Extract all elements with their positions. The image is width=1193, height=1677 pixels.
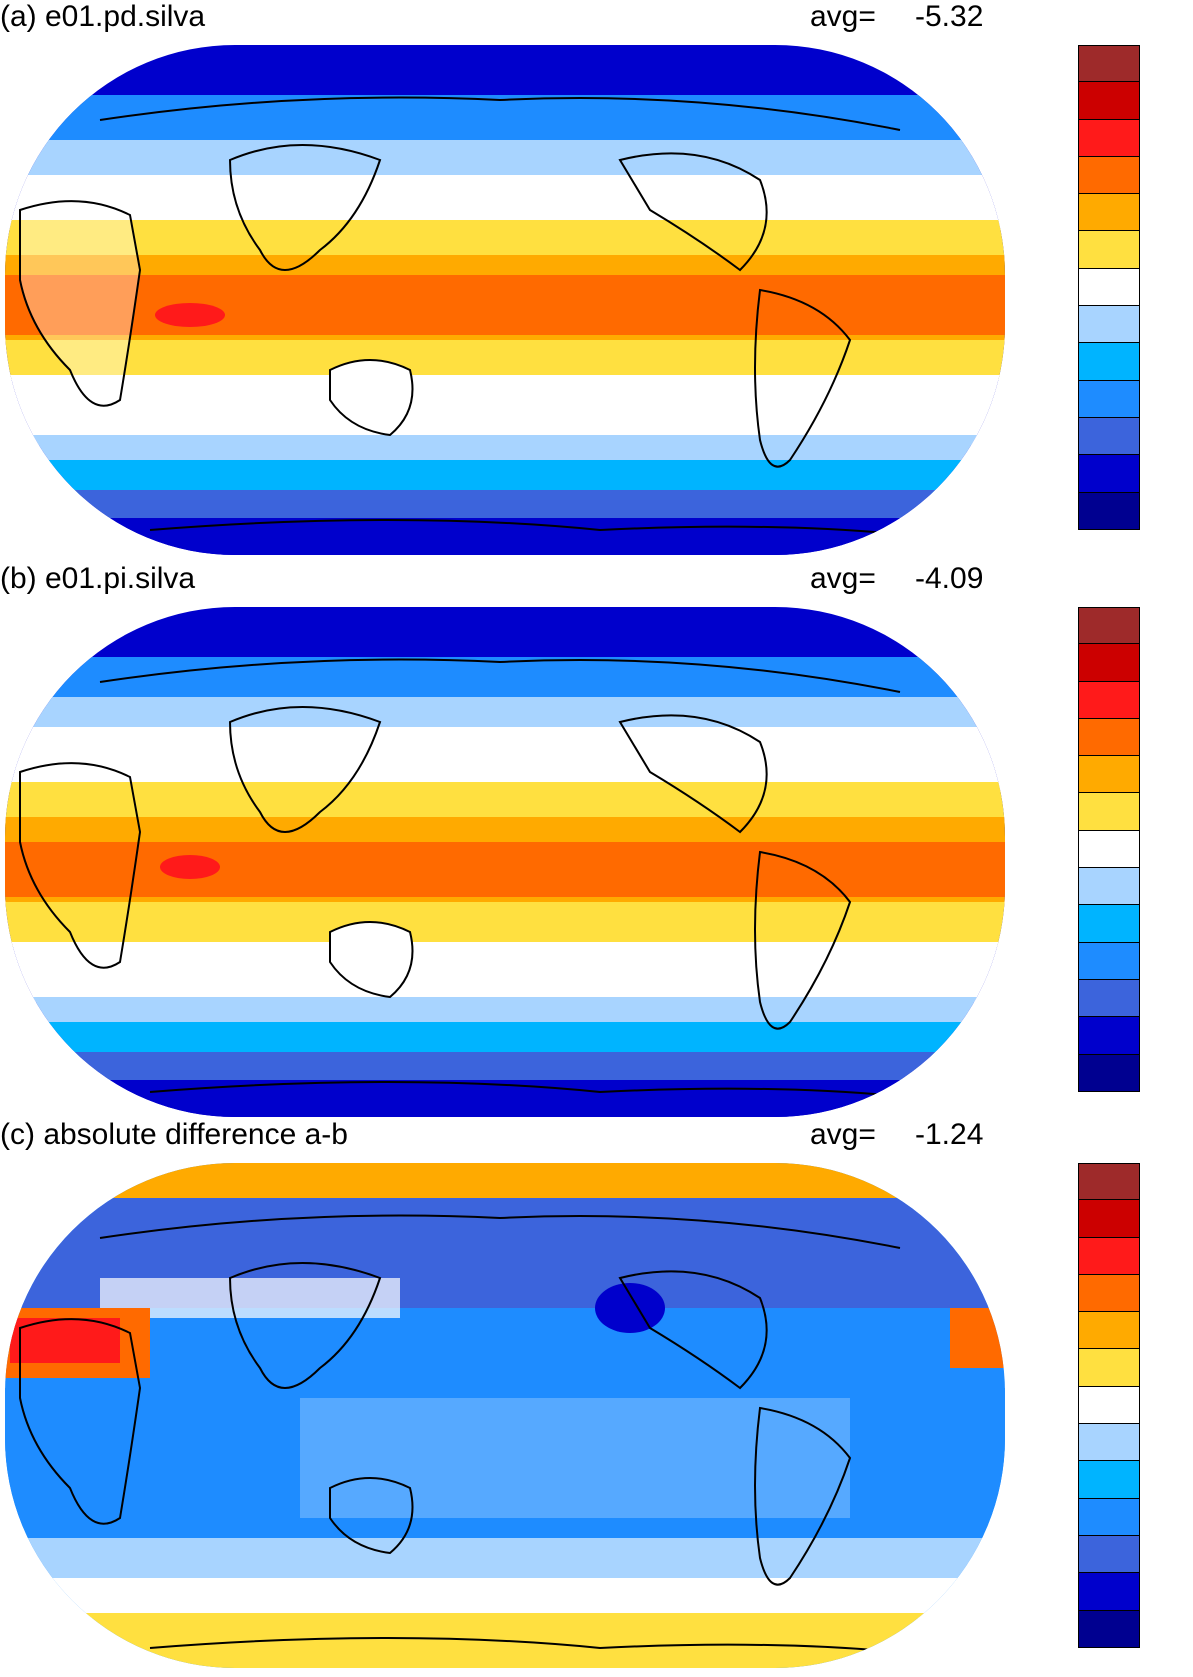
- panel-title: (c) absolute difference a-b: [0, 1118, 348, 1151]
- panel-a: (a) e01.pd.silva avg= -5.32: [0, 0, 1193, 560]
- colorbar-tick-label: -80: [1151, 972, 1193, 989]
- colorbar-swatch: [1078, 343, 1140, 381]
- colorbar-tick-label: 40: [1151, 785, 1193, 802]
- colorbar-swatch: [1078, 455, 1140, 493]
- colorbar-tick-label: 2.5: [1151, 1266, 1193, 1283]
- colorbar-swatch: [1078, 1424, 1140, 1462]
- colorbar-swatch: [1078, 979, 1140, 1018]
- colorbar-tick-label: -100: [1151, 1009, 1193, 1026]
- avg-value: -1.24: [915, 1118, 984, 1151]
- colorbar-tick-label: 80: [1151, 710, 1193, 727]
- colorbar-swatch: [1078, 1610, 1140, 1648]
- colorbar-swatch: [1078, 1461, 1140, 1499]
- colorbar-swatch: [1078, 1237, 1140, 1275]
- colorbar-swatch: [1078, 830, 1140, 869]
- colorbar-swatch: [1078, 644, 1140, 682]
- colorbar-tick-label: -60: [1151, 372, 1193, 389]
- colorbar: [1078, 1163, 1140, 1648]
- avg-value: -4.09: [915, 562, 984, 595]
- colorbar-swatch: [1078, 82, 1140, 120]
- colorbar-swatch: [1078, 793, 1140, 831]
- colorbar-swatch: [1078, 1573, 1140, 1611]
- colorbar-tick-label: 1.25: [1151, 1304, 1193, 1321]
- colorbar-tick-label: 60: [1151, 748, 1193, 765]
- colorbar-tick-label: -80: [1151, 410, 1193, 427]
- colorbar-swatch: [1078, 417, 1140, 456]
- colorbar-swatch: [1078, 681, 1140, 719]
- colorbar-swatch: [1078, 380, 1140, 418]
- colorbar: [1078, 607, 1140, 1092]
- colorbar-tick-label: -2.5: [1151, 1528, 1193, 1545]
- colorbar-swatch: [1078, 45, 1140, 83]
- map-b: [5, 607, 1005, 1117]
- colorbar-swatch: [1078, 942, 1140, 980]
- colorbar-swatch: [1078, 231, 1140, 269]
- colorbar-swatch: [1078, 1017, 1140, 1055]
- map-a: [5, 45, 1005, 555]
- colorbar-swatch: [1078, 868, 1140, 906]
- colorbar-tick-label: -0.5: [1151, 1453, 1193, 1470]
- colorbar-tick-label: 12.5: [1151, 1192, 1193, 1209]
- colorbar-swatch: [1078, 194, 1140, 232]
- panel-title: (b) e01.pi.silva: [0, 562, 196, 595]
- colorbar-swatch: [1078, 1312, 1140, 1350]
- colorbar-tick-label: -1.25: [1151, 1490, 1193, 1507]
- colorbar-tick-label: 120: [1151, 636, 1193, 653]
- colorbar-swatch: [1078, 156, 1140, 195]
- avg-label: avg=: [810, 0, 876, 33]
- colorbar-tick-label: -20: [1151, 860, 1193, 877]
- colorbar-tick-label: -120: [1151, 484, 1193, 501]
- colorbar-swatch: [1078, 306, 1140, 344]
- colorbar-tick-label: 80: [1151, 148, 1193, 165]
- colorbar-swatch: [1078, 1274, 1140, 1313]
- colorbar-swatch: [1078, 1386, 1140, 1425]
- colorbar-swatch: [1078, 1349, 1140, 1387]
- colorbar-swatch: [1078, 492, 1140, 530]
- colorbar-swatch: [1078, 1535, 1140, 1574]
- map-c: [5, 1163, 1005, 1668]
- colorbar-swatch: [1078, 905, 1140, 943]
- colorbar-tick-label: 120: [1151, 74, 1193, 91]
- colorbar-tick-label: 5: [1151, 1229, 1193, 1246]
- colorbar-tick-label: 0.5: [1151, 1341, 1193, 1358]
- colorbar-tick-label: -40: [1151, 335, 1193, 352]
- colorbar-tick-label: 20: [1151, 822, 1193, 839]
- colorbar-swatch: [1078, 607, 1140, 645]
- colorbar-tick-label: 60: [1151, 186, 1193, 203]
- colorbar-tick-label: 100: [1151, 111, 1193, 128]
- colorbar: [1078, 45, 1140, 530]
- colorbar-tick-label: 20: [1151, 260, 1193, 277]
- colorbar-tick-label: -0.25: [1151, 1416, 1193, 1433]
- colorbar-swatch: [1078, 119, 1140, 157]
- colorbar-tick-label: 100: [1151, 673, 1193, 690]
- colorbar-tick-label: -100: [1151, 447, 1193, 464]
- colorbar-tick-label: -40: [1151, 897, 1193, 914]
- colorbar-swatch: [1078, 1054, 1140, 1092]
- colorbar-tick-label: -12.5: [1151, 1602, 1193, 1619]
- colorbar-swatch: [1078, 1200, 1140, 1238]
- colorbar-swatch: [1078, 756, 1140, 794]
- colorbar-swatch: [1078, 268, 1140, 307]
- avg-label: avg=: [810, 562, 876, 595]
- colorbar-tick-label: -5: [1151, 1565, 1193, 1582]
- colorbar-tick-label: -20: [1151, 298, 1193, 315]
- panel-title: (a) e01.pd.silva: [0, 0, 206, 33]
- panel-b: (b) e01.pi.silva avg= -4.09: [0, 562, 1193, 1122]
- colorbar-swatch: [1078, 718, 1140, 757]
- colorbar-swatch: [1078, 1498, 1140, 1536]
- avg-label: avg=: [810, 1118, 876, 1151]
- colorbar-swatch: [1078, 1163, 1140, 1201]
- avg-value: -5.32: [915, 0, 984, 33]
- colorbar-tick-label: 40: [1151, 223, 1193, 240]
- colorbar-tick-label: -120: [1151, 1046, 1193, 1063]
- panel-c: (c) absolute difference a-b avg= -1.24: [0, 1118, 1193, 1677]
- colorbar-tick-label: -60: [1151, 934, 1193, 951]
- colorbar-tick-label: 0.25: [1151, 1378, 1193, 1395]
